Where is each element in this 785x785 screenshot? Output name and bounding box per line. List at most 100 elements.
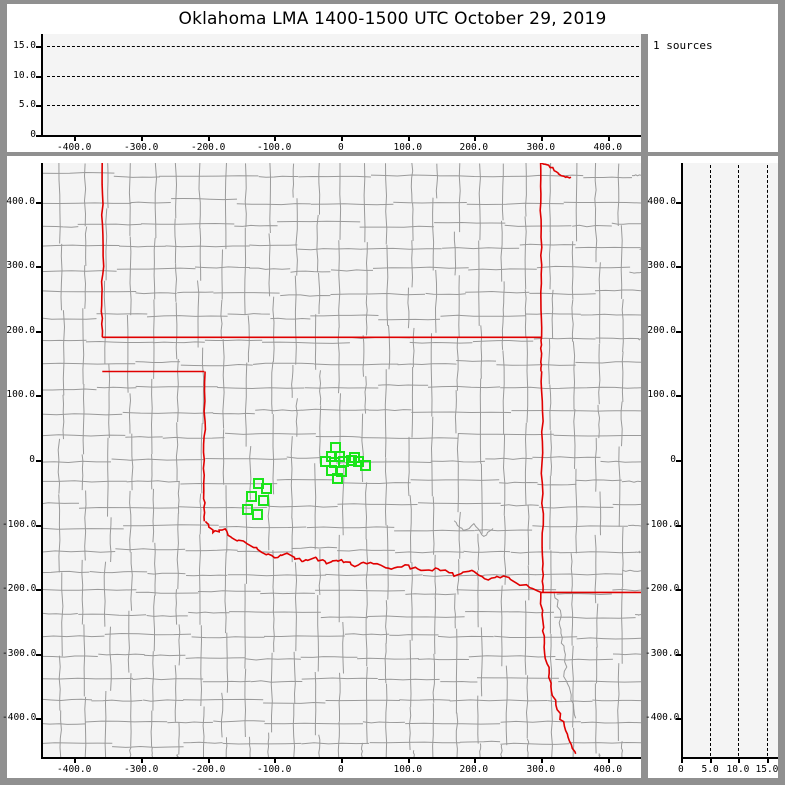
ew-y-tick-label: 200.0 <box>647 325 676 336</box>
map-x-tick-label: 0 <box>338 764 344 775</box>
th-x-tick-label: 100.0 <box>393 142 423 153</box>
title-bar: Oklahoma LMA 1400-1500 UTC October 29, 2… <box>7 4 778 34</box>
th-x-tick-label: 0 <box>338 142 344 153</box>
ew-gridline <box>767 165 768 756</box>
map-x-tick-label: -400.0 <box>57 764 92 775</box>
map-x-tick <box>408 757 410 763</box>
ew-y-tick-label: 400.0 <box>647 196 676 207</box>
east-west-height-plot-area[interactable] <box>681 163 778 757</box>
th-y-tick <box>36 105 42 107</box>
map-x-tick <box>341 757 343 763</box>
th-gridline <box>47 76 639 77</box>
ew-x-tick <box>767 757 769 763</box>
th-x-tick <box>541 135 543 141</box>
map-y-tick <box>36 202 42 204</box>
state-border-mo-north <box>540 163 572 179</box>
map-y-tick <box>36 718 42 720</box>
source-marker <box>258 494 270 506</box>
source-marker <box>346 454 358 466</box>
th-y-axis-line <box>41 34 43 136</box>
th-x-tick-label: 300.0 <box>526 142 556 153</box>
map-x-tick-label: 300.0 <box>526 764 556 775</box>
ew-gridline <box>710 165 711 756</box>
map-y-tick-label: -200.0 <box>2 583 37 594</box>
ew-x-tick-label: 10.0 <box>726 764 750 775</box>
th-y-tick-label: 15.0 <box>13 40 36 51</box>
th-x-tick <box>141 135 143 141</box>
map-x-tick <box>474 757 476 763</box>
ew-y-tick <box>676 460 682 462</box>
map-y-tick-label: 300.0 <box>6 260 35 271</box>
map-x-tick <box>541 757 543 763</box>
ew-y-tick <box>676 525 682 527</box>
ew-x-axis-line <box>681 757 778 759</box>
map-x-tick <box>141 757 143 763</box>
state-border-ks-mo <box>539 163 543 372</box>
th-x-tick <box>208 135 210 141</box>
state-border-co-ks <box>100 163 105 338</box>
th-gridline <box>47 46 639 47</box>
state-border-tx-ok-west <box>202 371 207 522</box>
ew-x-tick <box>738 757 740 763</box>
map-y-tick <box>36 331 42 333</box>
map-y-tick <box>36 654 42 656</box>
th-x-tick-label: -200.0 <box>191 142 226 153</box>
ew-y-tick <box>676 718 682 720</box>
map-y-tick-label: -400.0 <box>2 712 37 723</box>
state-border-red-river <box>204 520 542 594</box>
map-x-tick-label: -200.0 <box>191 764 226 775</box>
th-x-tick-label: -400.0 <box>57 142 92 153</box>
th-x-tick <box>341 135 343 141</box>
ew-y-tick-label: 100.0 <box>647 389 676 400</box>
ew-y-tick <box>676 202 682 204</box>
sources-count-label: 1 sources <box>653 39 713 52</box>
th-x-tick <box>608 135 610 141</box>
ew-y-tick <box>676 266 682 268</box>
th-x-tick-label: 200.0 <box>459 142 489 153</box>
map-x-tick-label: 100.0 <box>393 764 423 775</box>
th-x-tick <box>474 135 476 141</box>
state-border-ok-ar <box>540 371 545 593</box>
th-y-tick-label: 5.0 <box>18 99 36 110</box>
th-x-tick <box>74 135 76 141</box>
th-x-tick-label: -100.0 <box>257 142 292 153</box>
plan-view-plot-area[interactable] <box>41 163 641 757</box>
ew-y-tick-label: -300.0 <box>645 648 680 659</box>
th-y-tick <box>36 135 42 137</box>
ew-x-tick-label: 15.0 <box>755 764 779 775</box>
map-x-tick-label: -300.0 <box>124 764 159 775</box>
state-border-tx-la <box>539 592 577 755</box>
page-title: Oklahoma LMA 1400-1500 UTC October 29, 2… <box>178 9 607 29</box>
ew-x-tick <box>710 757 712 763</box>
source-marker <box>359 459 371 471</box>
source-marker <box>260 482 272 494</box>
ew-x-tick-label: 0 <box>678 764 684 775</box>
ew-x-tick-label: 5.0 <box>701 764 719 775</box>
map-x-tick <box>74 757 76 763</box>
th-y-tick <box>36 46 42 48</box>
sources-count-panel: 1 sources <box>648 34 778 152</box>
source-marker <box>246 490 258 502</box>
th-x-tick-label: 400.0 <box>593 142 623 153</box>
time-height-plot-area[interactable] <box>41 34 641 135</box>
th-y-tick-label: 0 <box>30 129 36 140</box>
ew-y-tick-label: 0 <box>670 454 676 465</box>
map-x-tick-label: -100.0 <box>257 764 292 775</box>
map-x-tick <box>274 757 276 763</box>
map-x-tick-label: 400.0 <box>593 764 623 775</box>
map-y-tick <box>36 395 42 397</box>
source-marker <box>331 472 343 484</box>
th-gridline <box>47 105 639 106</box>
map-y-tick <box>36 525 42 527</box>
th-x-tick <box>408 135 410 141</box>
map-y-tick-label: 0 <box>29 454 35 465</box>
ew-y-tick <box>676 395 682 397</box>
map-x-tick-label: 200.0 <box>459 764 489 775</box>
ew-y-tick-label: 300.0 <box>647 260 676 271</box>
ew-y-tick <box>676 589 682 591</box>
map-y-tick <box>36 589 42 591</box>
map-y-tick-label: 200.0 <box>6 325 35 336</box>
map-y-tick-label: -100.0 <box>2 519 37 530</box>
ew-y-tick <box>676 654 682 656</box>
